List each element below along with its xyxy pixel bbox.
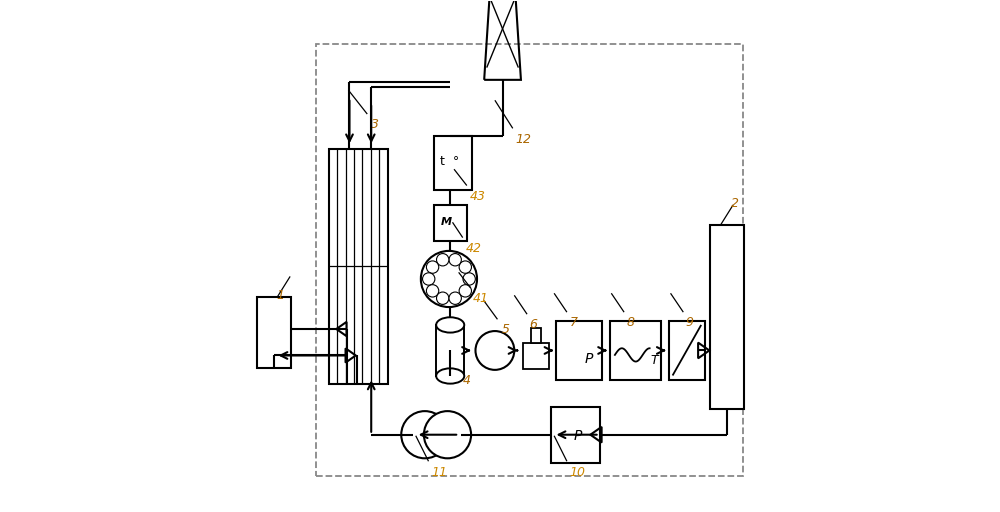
Bar	[436, 325, 464, 376]
Circle shape	[449, 292, 461, 305]
Circle shape	[449, 253, 461, 266]
Text: P: P	[574, 429, 582, 443]
Circle shape	[423, 273, 435, 285]
Bar	[556, 321, 602, 379]
Bar	[710, 225, 744, 409]
Text: 10: 10	[569, 466, 585, 479]
Text: M: M	[441, 217, 452, 227]
Text: 12: 12	[515, 134, 531, 146]
Text: 43: 43	[469, 189, 485, 203]
Text: 5: 5	[502, 324, 510, 336]
Text: 7: 7	[569, 316, 577, 329]
Bar	[669, 321, 705, 379]
Text: 6: 6	[530, 318, 538, 331]
Circle shape	[426, 261, 439, 273]
Circle shape	[421, 251, 477, 307]
Circle shape	[475, 331, 514, 370]
Circle shape	[437, 292, 449, 305]
Text: P: P	[585, 352, 593, 366]
Text: 41: 41	[473, 292, 489, 305]
Bar	[434, 136, 472, 189]
Text: 9: 9	[686, 316, 694, 329]
Circle shape	[459, 285, 471, 297]
Bar	[523, 344, 549, 369]
Text: 3: 3	[371, 118, 379, 131]
Text: T: T	[651, 354, 659, 367]
Bar	[551, 407, 600, 463]
Bar	[329, 149, 388, 383]
Text: 8: 8	[627, 316, 635, 329]
Ellipse shape	[436, 317, 464, 333]
Circle shape	[426, 285, 439, 297]
Circle shape	[459, 261, 471, 273]
Circle shape	[437, 253, 449, 266]
Bar	[531, 328, 541, 344]
Text: t  °: t °	[440, 155, 459, 168]
Circle shape	[424, 411, 471, 458]
Bar	[316, 44, 743, 476]
Text: 42: 42	[465, 242, 481, 254]
Bar	[434, 205, 467, 241]
Text: 1: 1	[277, 289, 285, 302]
Text: 11: 11	[431, 466, 447, 479]
Text: 4: 4	[463, 374, 471, 388]
Circle shape	[463, 273, 475, 285]
Ellipse shape	[436, 368, 464, 383]
Bar	[610, 321, 661, 379]
Bar	[257, 297, 291, 368]
Circle shape	[401, 411, 448, 458]
Text: 2: 2	[731, 197, 739, 210]
